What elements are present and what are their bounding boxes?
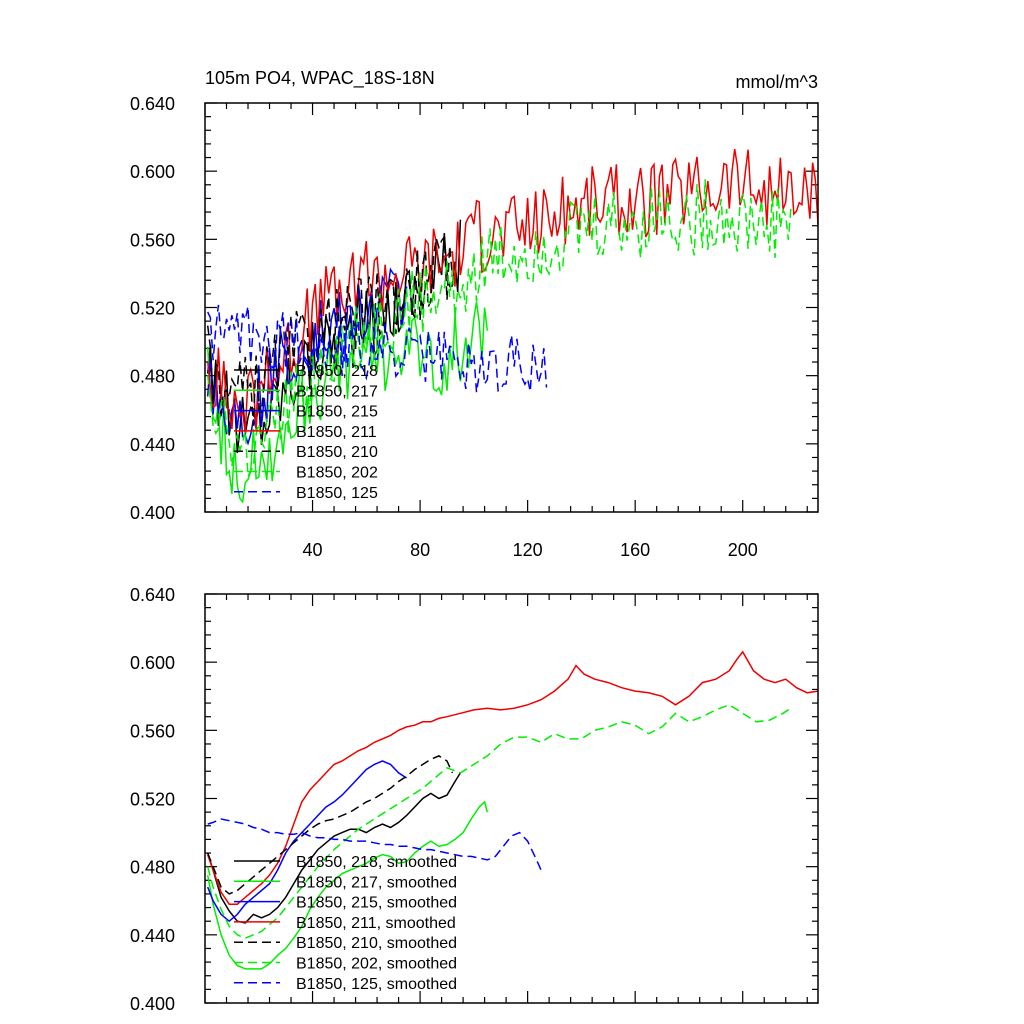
bottom-panel: 0.400 0.440 0.480 0.520 0.560 0.600 0.640 B185…: [130, 585, 819, 1014]
y-tick-label: 0.600: [130, 162, 175, 182]
x-tick-label: 80: [410, 540, 430, 560]
y-tick-label: 0.640: [130, 585, 175, 605]
legend-label: B1850, 218: [296, 363, 378, 380]
top-plot-frame: [204, 102, 819, 513]
legend-label: B1850, 217: [296, 383, 378, 400]
series-line: [207, 760, 408, 923]
y-tick-label: 0.440: [130, 926, 175, 946]
legend-label: B1850, 211: [296, 424, 377, 441]
series-line: [206, 703, 792, 940]
top-legend: B1850, 218 B1850, 217 B1850, 215 B1850, 211…: [234, 363, 378, 502]
legend-label: B1850, 210: [296, 444, 378, 461]
top-series-group: [206, 148, 819, 504]
top-axes: 0.400 0.440 0.480 0.520 0.560 0.600 0.640 40 80 1…: [130, 94, 818, 560]
top-panel: 105m PO4, WPAC_18S-18N mmol/m^3 0.4000.4…: [130, 68, 819, 560]
series-line: [206, 179, 792, 477]
legend-label: B1850, 202, smoothed: [296, 956, 457, 973]
bottom-legend: B1850, 218, smoothed B1850, 217, smoothed…: [234, 854, 457, 993]
legend-label: B1850, 217, smoothed: [296, 874, 457, 891]
x-tick-label: 40: [303, 540, 323, 560]
series-line: [207, 304, 548, 393]
y-tick-label: 0.440: [130, 435, 175, 455]
series-line: [206, 650, 819, 905]
bottom-series-group: [206, 650, 819, 970]
series-line: [206, 772, 462, 924]
y-tick-label: 0.400: [130, 503, 175, 523]
y-tick-label: 0.400: [130, 994, 175, 1014]
legend-label: B1850, 210, smoothed: [296, 935, 457, 952]
y-tick-label: 0.480: [130, 367, 175, 387]
series-line: [206, 234, 454, 426]
series-line: [206, 301, 489, 504]
x-tick-label: 120: [513, 540, 543, 560]
legend-label: B1850, 215, smoothed: [296, 895, 457, 912]
y-tick-label: 0.600: [130, 653, 175, 673]
y-tick-label: 0.560: [130, 721, 175, 741]
legend-label: B1850, 125: [296, 485, 378, 502]
bottom-plot-frame: [204, 593, 819, 1004]
y-tick-label: 0.520: [130, 790, 175, 810]
legend-label: B1850, 218, smoothed: [296, 854, 457, 871]
y-tick-label: 0.640: [130, 94, 175, 114]
chart-units: mmol/m^3: [736, 72, 818, 92]
chart-title: 105m PO4, WPAC_18S-18N: [205, 68, 435, 89]
y-tick-label: 0.480: [130, 858, 175, 878]
series-line: [207, 755, 454, 895]
x-tick-label: 200: [728, 540, 758, 560]
legend-label: B1850, 215: [296, 404, 378, 421]
y-tick-label: 0.560: [130, 230, 175, 250]
series-line: [206, 148, 819, 433]
x-tick-label: 160: [620, 540, 650, 560]
legend-label: B1850, 202: [296, 465, 378, 482]
bottom-axes: 0.400 0.440 0.480 0.520 0.560 0.600 0.640: [130, 585, 818, 1014]
series-line: [207, 818, 542, 871]
y-tick-label: 0.520: [130, 299, 175, 319]
legend-label: B1850, 211, smoothed: [296, 915, 456, 932]
legend-label: B1850, 125, smoothed: [296, 976, 457, 993]
series-line: [206, 800, 489, 970]
